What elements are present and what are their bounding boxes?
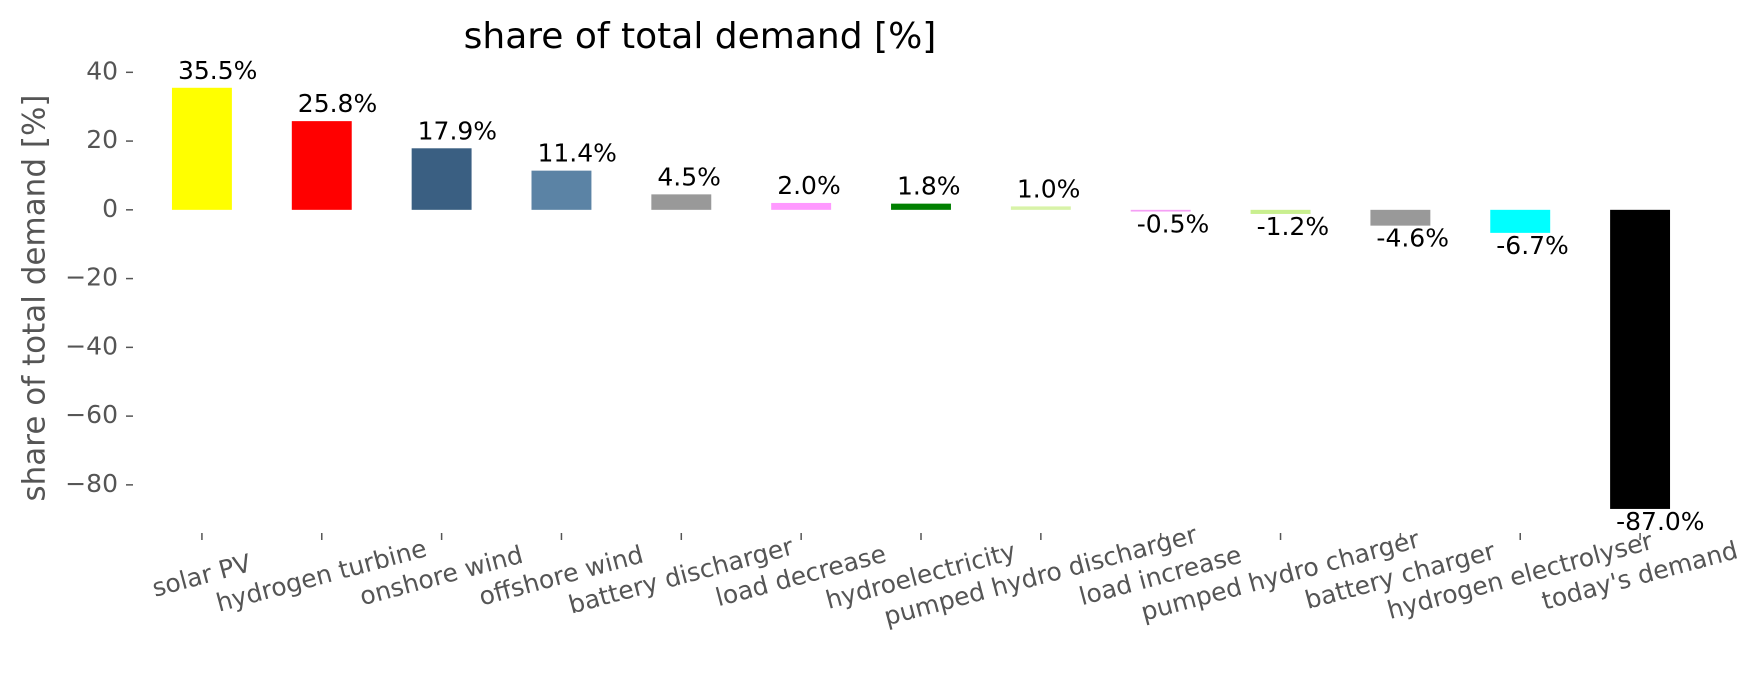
- bar: [651, 194, 712, 210]
- bar: [531, 170, 592, 210]
- value-label: 11.4%: [538, 139, 617, 168]
- bar: [1490, 209, 1551, 233]
- value-label: -0.5%: [1137, 210, 1210, 239]
- bar: [171, 87, 232, 210]
- value-label: 35.5%: [178, 56, 257, 85]
- bar: [411, 148, 472, 210]
- bar: [1010, 206, 1071, 210]
- value-label: 4.5%: [657, 162, 721, 191]
- y-axis-label: share of total demand [%]: [17, 94, 53, 501]
- value-label: -87.0%: [1616, 507, 1704, 536]
- value-label: 1.8%: [897, 172, 961, 201]
- value-label: -6.7%: [1496, 231, 1569, 260]
- value-label: 17.9%: [418, 116, 497, 145]
- value-label: -1.2%: [1257, 212, 1330, 241]
- y-tick-label: −60: [65, 400, 118, 429]
- value-label: -4.6%: [1376, 224, 1449, 253]
- value-label: 25.8%: [298, 89, 377, 118]
- bar: [1610, 209, 1671, 509]
- y-tick-label: 20: [86, 125, 118, 154]
- y-tick-label: −40: [65, 331, 118, 360]
- value-label: 1.0%: [1017, 174, 1081, 203]
- bar: [891, 203, 951, 210]
- bar: [1370, 209, 1431, 226]
- bar: [291, 121, 352, 210]
- bar: [1130, 209, 1191, 212]
- chart-title: share of total demand [%]: [464, 16, 937, 57]
- value-label: 2.0%: [777, 171, 841, 200]
- y-tick-label: 40: [86, 56, 118, 85]
- y-tick-label: 0: [102, 194, 118, 223]
- y-tick-label: −20: [65, 263, 118, 292]
- y-tick-label: −80: [65, 469, 118, 498]
- bar: [771, 202, 832, 210]
- bar: [1250, 209, 1311, 214]
